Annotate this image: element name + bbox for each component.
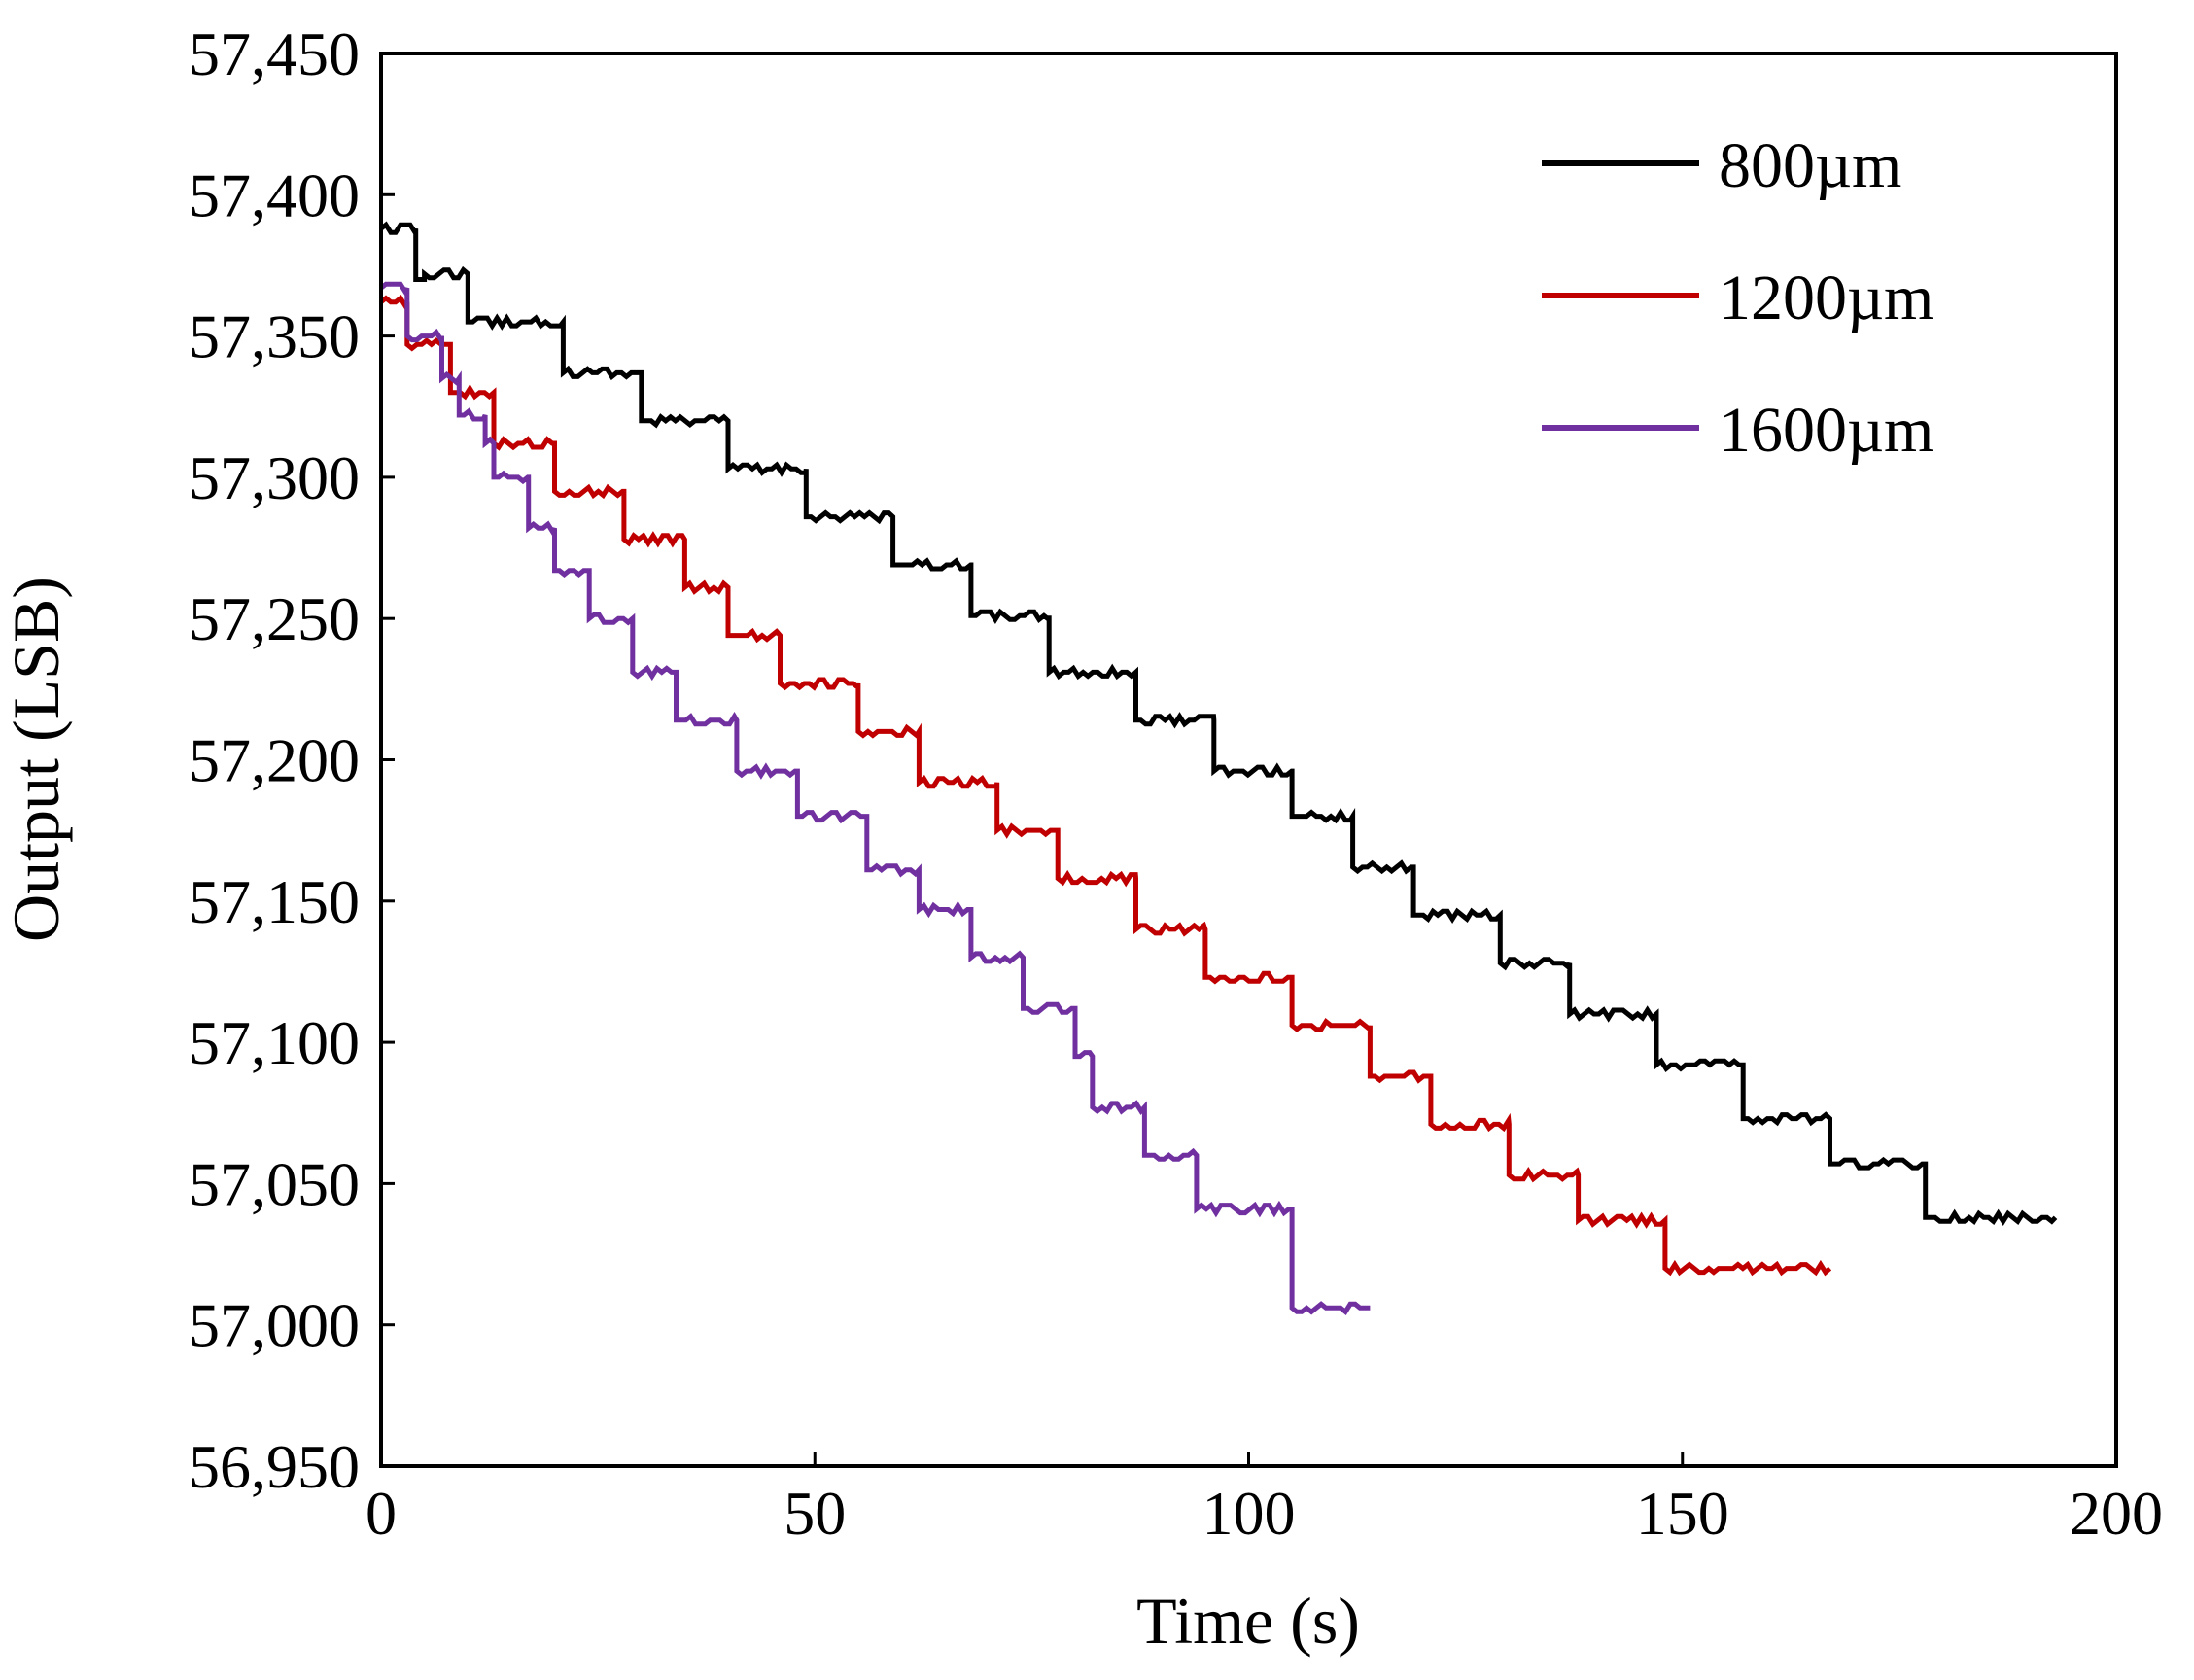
legend-label-2: 1600µm [1719, 395, 1933, 466]
y-tick-label: 56,950 [189, 1432, 360, 1501]
legend: 800µm 1200µm 1600µm [1542, 130, 1933, 466]
x-tick-label: 50 [784, 1479, 846, 1548]
x-axis-title: Time (s) [1136, 1584, 1360, 1658]
x-tick-label: 150 [1636, 1479, 1729, 1548]
series-line-2 [379, 281, 1371, 1316]
y-tick-label: 57,250 [189, 584, 360, 653]
ticks-layer: 0 50 100 150 200 56,950 57,000 57,050 57,100 57,1… [189, 19, 2163, 1548]
y-tick-label: 57,200 [189, 726, 360, 795]
series-line-1 [379, 294, 1832, 1277]
series-line-0 [379, 221, 2058, 1227]
legend-label-1: 1200µm [1719, 262, 1933, 333]
y-tick-label: 57,450 [189, 19, 360, 88]
x-tick-label: 100 [1202, 1479, 1296, 1548]
y-tick-label: 57,400 [189, 160, 360, 229]
y-tick-label: 57,000 [189, 1291, 360, 1360]
y-tick-label: 57,150 [189, 867, 360, 936]
legend-label-0: 800µm [1719, 130, 1901, 201]
x-tick-label: 0 [366, 1479, 397, 1548]
y-tick-label: 57,050 [189, 1149, 360, 1218]
series-layer [379, 221, 2058, 1316]
y-axis-title: Output (LSB) [0, 577, 73, 942]
y-tick-label: 57,350 [189, 302, 360, 371]
y-tick-label: 57,100 [189, 1008, 360, 1077]
x-tick-label: 200 [2070, 1479, 2163, 1548]
y-tick-label: 57,300 [189, 443, 360, 512]
